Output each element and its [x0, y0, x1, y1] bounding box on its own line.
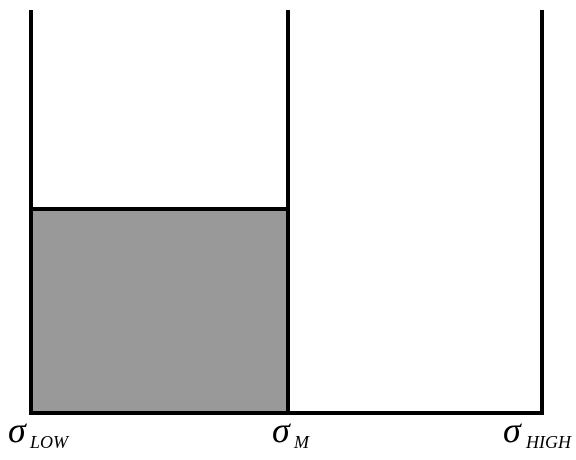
- label-subscript: LOW: [29, 432, 70, 452]
- label-high: σ HIGH: [503, 410, 572, 452]
- label-symbol: σ: [8, 410, 27, 450]
- label-m: σ M: [272, 410, 310, 452]
- label-low: σ LOW: [8, 410, 70, 452]
- label-symbol: σ: [503, 410, 522, 450]
- label-subscript: M: [293, 432, 310, 452]
- label-subscript: HIGH: [525, 432, 572, 452]
- label-symbol: σ: [272, 410, 291, 450]
- shaded-region: [33, 209, 287, 413]
